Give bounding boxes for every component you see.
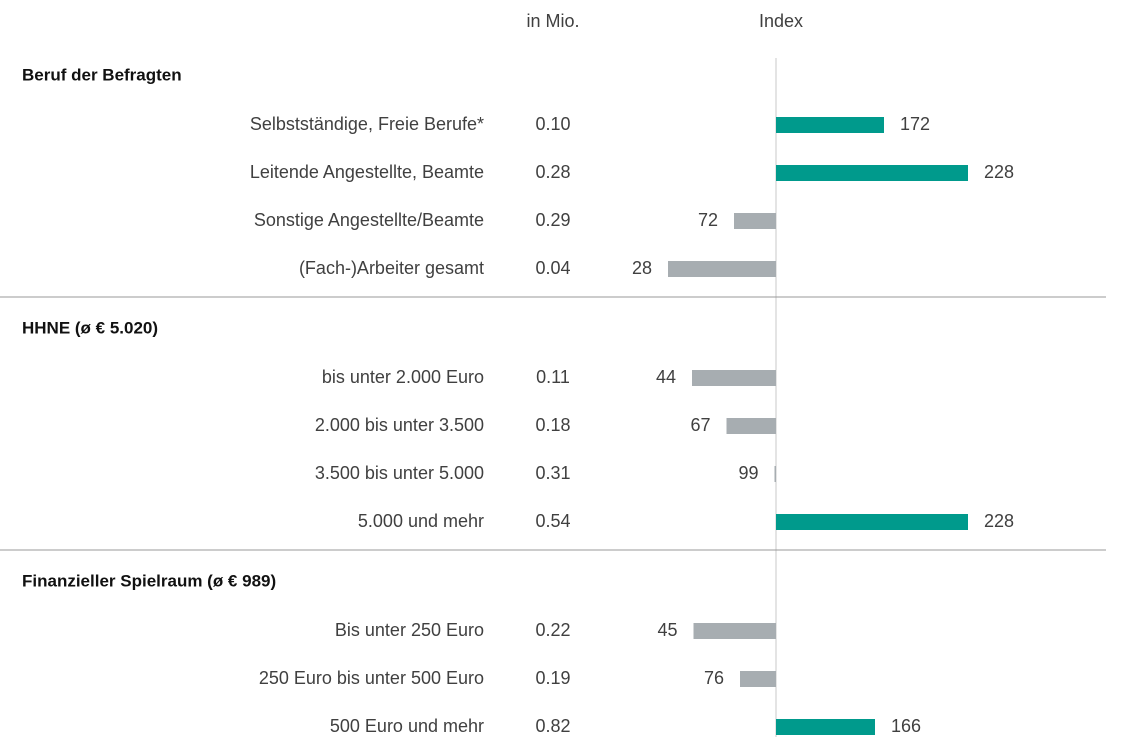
group-title: Beruf der Befragten bbox=[22, 65, 182, 84]
value-label: 44 bbox=[656, 367, 676, 387]
value-label: 228 bbox=[984, 511, 1014, 531]
value-label: 28 bbox=[632, 258, 652, 278]
group-title: HHNE (ø € 5.020) bbox=[22, 318, 158, 337]
mio-value: 0.18 bbox=[535, 415, 570, 435]
value-label: 76 bbox=[704, 668, 724, 688]
mio-value: 0.19 bbox=[535, 668, 570, 688]
bar bbox=[776, 719, 875, 735]
value-label: 166 bbox=[891, 716, 921, 736]
value-label: 172 bbox=[900, 114, 930, 134]
value-label: 67 bbox=[690, 415, 710, 435]
mio-value: 0.29 bbox=[535, 210, 570, 230]
category-label: 500 Euro und mehr bbox=[330, 716, 484, 736]
category-label: Leitende Angestellte, Beamte bbox=[250, 162, 484, 182]
bar bbox=[668, 261, 776, 277]
bar bbox=[776, 165, 968, 181]
mio-value: 0.22 bbox=[535, 620, 570, 640]
category-label: bis unter 2.000 Euro bbox=[322, 367, 484, 387]
bar bbox=[776, 514, 968, 530]
category-label: (Fach-)Arbeiter gesamt bbox=[299, 258, 484, 278]
category-label: Selbstständige, Freie Berufe* bbox=[250, 114, 484, 134]
bar bbox=[740, 671, 776, 687]
category-label: 5.000 und mehr bbox=[358, 511, 484, 531]
bar bbox=[692, 370, 776, 386]
mio-value: 0.04 bbox=[535, 258, 570, 278]
value-label: 99 bbox=[738, 463, 758, 483]
bar bbox=[774, 466, 776, 482]
bar bbox=[776, 117, 884, 133]
group-title: Finanzieller Spielraum (ø € 989) bbox=[22, 571, 276, 590]
mio-value: 0.28 bbox=[535, 162, 570, 182]
bar bbox=[734, 213, 776, 229]
category-label: 2.000 bis unter 3.500 bbox=[315, 415, 484, 435]
value-label: 45 bbox=[657, 620, 677, 640]
column-header: in Mio. bbox=[526, 11, 579, 31]
mio-value: 0.10 bbox=[535, 114, 570, 134]
bar bbox=[693, 623, 776, 639]
category-label: Bis unter 250 Euro bbox=[335, 620, 484, 640]
mio-value: 0.31 bbox=[535, 463, 570, 483]
column-header: Index bbox=[759, 11, 803, 31]
category-label: 3.500 bis unter 5.000 bbox=[315, 463, 484, 483]
mio-value: 0.82 bbox=[535, 716, 570, 736]
mio-value: 0.54 bbox=[535, 511, 570, 531]
category-label: Sonstige Angestellte/Beamte bbox=[254, 210, 484, 230]
bar bbox=[726, 418, 776, 434]
category-label: 250 Euro bis unter 500 Euro bbox=[259, 668, 484, 688]
mio-value: 0.11 bbox=[536, 367, 570, 387]
value-label: 228 bbox=[984, 162, 1014, 182]
value-label: 72 bbox=[698, 210, 718, 230]
